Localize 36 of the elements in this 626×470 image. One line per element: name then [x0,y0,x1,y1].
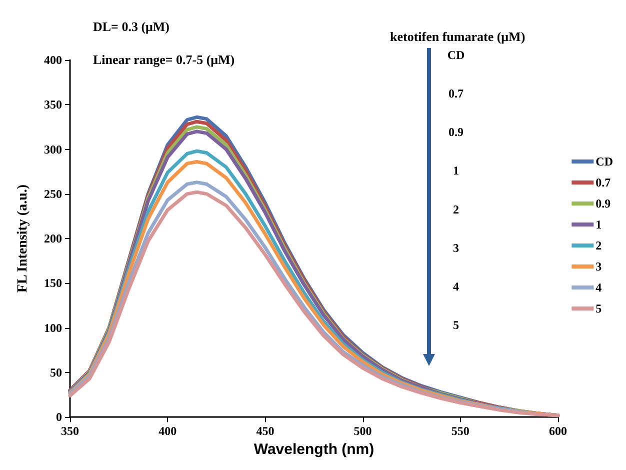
text: DL= 0.3 (μM) [93,19,170,34]
annotation: 5 [453,318,459,332]
annotation: Linear range= 0.7-5 (μM) [93,52,235,67]
y-tick-label: 50 [50,365,62,380]
legend-label: 0.7 [596,176,611,190]
x-tick-label: 450 [256,424,274,438]
x-tick-label: 550 [451,424,470,438]
y-tick-label: 100 [44,320,62,335]
y-tick-label: 150 [44,276,62,290]
annotation: 2 [453,202,459,216]
y-tick-label: 350 [44,98,62,112]
legend-label: 1 [596,218,602,232]
text: ketotifen fumarate (μM) [390,29,526,44]
y-tick-label: 0 [56,410,62,424]
x-tick-label: 600 [549,424,567,438]
annotation: 0.7 [448,86,464,101]
legend-label: 3 [596,260,602,274]
legend-label: 2 [596,238,602,252]
legend-label: 0.9 [596,196,611,210]
x-tick-label: 400 [158,424,177,438]
y-tick-label: 400 [44,53,62,67]
annotation: 4 [453,279,459,294]
annotation: 0.9 [448,125,464,140]
y-axis-title: FL Intensity (a.u.) [16,184,30,293]
y-tick-label: 300 [44,142,62,156]
x-axis-title: Wavelength (nm) [254,441,374,458]
annotation: 1 [453,164,459,178]
legend-label: CD [596,154,614,168]
legend-label: 5 [596,302,602,316]
y-tick-label: 200 [44,232,62,246]
x-tick-label: 350 [61,424,79,438]
x-tick-label: 500 [354,424,372,438]
legend-label: 4 [596,280,602,294]
annotation: 3 [453,240,459,255]
y-tick-label: 250 [44,186,62,201]
annotation: CD [447,48,465,62]
